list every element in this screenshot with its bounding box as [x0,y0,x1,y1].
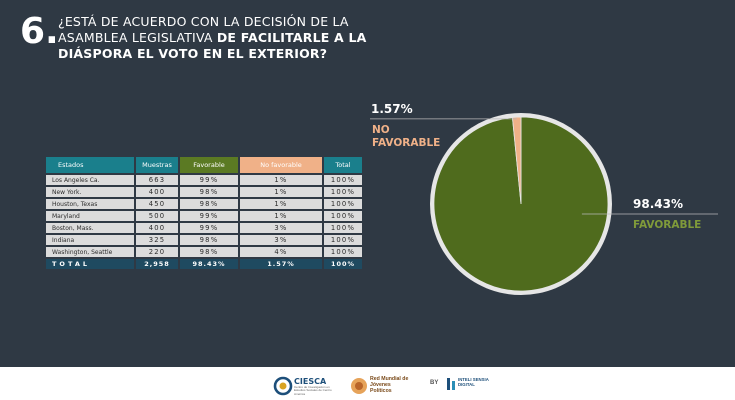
table-total-row: TOTAL 2,958 98.43% 1.57% 100% [46,259,362,269]
cell-total-label: TOTAL [46,259,134,269]
cell-total: 100% [324,235,362,245]
header-estados: Estados [46,157,134,173]
question-text-lead: ¿ESTÁ DE ACUERDO CON LA DECISIÓN DE LA A… [58,14,349,45]
cell-muestras: 400 [136,223,178,233]
header-no-favorable: No favorable [240,157,322,173]
cell-no-favorable: 4% [240,247,322,257]
table-row: Washington, Seattle 220 98% 4% 100% [46,247,362,257]
label-no-favorable-value: 1.57% [371,102,413,116]
header-favorable: Favorable [180,157,238,173]
table-row: Indiana 325 98% 3% 100% [46,235,362,245]
cell-total-muestras: 2,958 [136,259,178,269]
ciesca-subtitle: Centro de Investigación en Estudios Soci… [294,385,332,396]
question-text: ¿ESTÁ DE ACUERDO CON LA DECISIÓN DE LA A… [58,14,368,62]
table-row: New York. 400 98% 1% 100% [46,187,362,197]
cell-estado: New York. [46,187,134,197]
cell-favorable: 98% [180,199,238,209]
cell-total: 100% [324,223,362,233]
cell-muestras: 663 [136,175,178,185]
cell-total: 100% [324,211,362,221]
cell-no-favorable: 1% [240,199,322,209]
cell-muestras: 400 [136,187,178,197]
cell-muestras: 450 [136,199,178,209]
label-no-favorable-name: NO FAVORABLE [372,124,441,149]
cell-favorable: 98% [180,187,238,197]
cell-total: 100% [324,187,362,197]
label-favorable-value: 98.43% [633,197,683,211]
red-mundial-logo-icon [351,378,367,394]
cell-no-favorable: 1% [240,211,322,221]
question-text-bold: DE FACILITARLE A LA DIÁSPORA EL VOTO EN … [58,30,367,61]
table-header-row: Estados Muestras Favorable No favorable … [46,157,362,173]
cell-muestras: 500 [136,211,178,221]
cell-total: 100% [324,199,362,209]
intelisensia-name: INTELI SENSIA DIGITAL [458,377,489,387]
pie-slice-no-favorable [511,116,522,205]
ciesca-name: CIESCA [294,377,327,386]
cell-estado: Washington, Seattle [46,247,134,257]
red-mundial-name: Red Mundial de Jóvenes Políticos [370,376,409,394]
intelisensia-logo-icon [447,378,455,390]
cell-no-favorable: 1% [240,175,322,185]
cell-estado: Boston, Mass. [46,223,134,233]
cell-no-favorable: 1% [240,187,322,197]
cell-no-favorable: 3% [240,235,322,245]
header-total: Total [324,157,362,173]
cell-total: 100% [324,247,362,257]
cell-no-favorable: 3% [240,223,322,233]
cell-muestras: 325 [136,235,178,245]
cell-total-favorable: 98.43% [180,259,238,269]
table-row: Boston, Mass. 400 99% 3% 100% [46,223,362,233]
cell-estado: Maryland [46,211,134,221]
cell-total-no-favorable: 1.57% [240,259,322,269]
by-label: BY [430,380,439,386]
cell-estado: Los Angeles Ca. [46,175,134,185]
table-row: Maryland 500 99% 1% 100% [46,211,362,221]
cell-total-total: 100% [324,259,362,269]
footer [0,367,735,400]
cell-favorable: 99% [180,211,238,221]
cell-estado: Houston, Texas [46,199,134,209]
cell-estado: Indiana [46,235,134,245]
cell-muestras: 220 [136,247,178,257]
table-row: Houston, Texas 450 98% 1% 100% [46,199,362,209]
table-row: Los Angeles Ca. 663 99% 1% 100% [46,175,362,185]
ciesca-logo-icon [273,376,293,396]
cell-total: 100% [324,175,362,185]
cell-favorable: 99% [180,223,238,233]
label-favorable-name: FAVORABLE [633,219,702,231]
cell-favorable: 98% [180,235,238,245]
question-number: 6. [20,11,59,52]
results-table: Estados Muestras Favorable No favorable … [44,155,364,271]
cell-favorable: 99% [180,175,238,185]
header-muestras: Muestras [136,157,178,173]
pie-chart [370,113,718,295]
cell-favorable: 98% [180,247,238,257]
